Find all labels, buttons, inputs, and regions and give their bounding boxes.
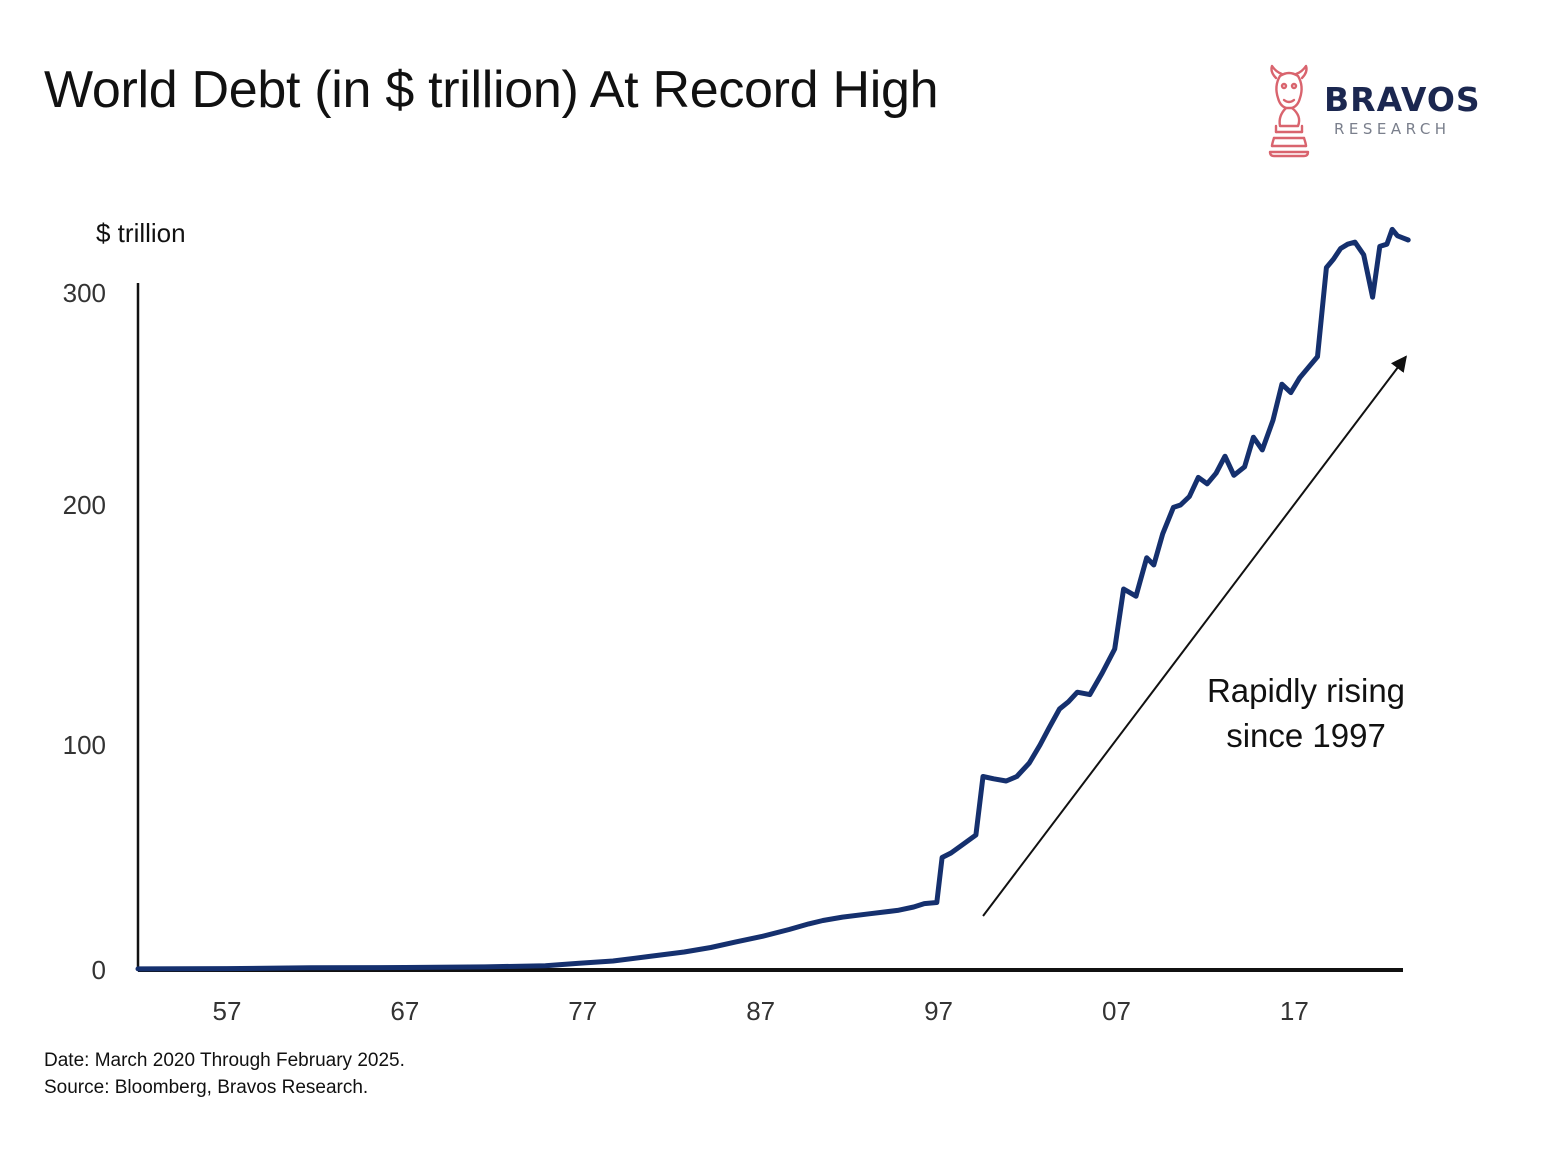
y-tick-label: 100 (63, 730, 106, 760)
trend-arrow (982, 355, 1407, 917)
footnote-date: Date: March 2020 Through February 2025. (44, 1050, 405, 1071)
logo-name: BRAVOS (1324, 80, 1481, 119)
logo-subtitle: RESEARCH (1334, 120, 1451, 138)
x-tick-label: 87 (746, 996, 775, 1026)
world-debt-series-line (135, 226, 1411, 972)
x-axis-ticks: 57 67 77 87 97 07 17 (212, 996, 1308, 1026)
series-group (135, 226, 1411, 972)
y-tick-label: 300 (63, 278, 106, 308)
y-axis-unit-label: $ trillion (96, 218, 186, 248)
x-tick-label: 07 (1102, 996, 1131, 1026)
x-tick-label: 67 (390, 996, 419, 1026)
bull-chess-knight-icon (1268, 64, 1310, 158)
annotation-line-1: Rapidly rising (1207, 672, 1405, 709)
footnote-source: Source: Bloomberg, Bravos Research. (44, 1077, 369, 1098)
x-tick-label: 97 (924, 996, 953, 1026)
y-tick-label: 200 (63, 490, 106, 520)
brand-logo: BRAVOS RESEARCH (1262, 64, 1492, 160)
annotation-line-2: since 1997 (1226, 717, 1386, 754)
y-tick-label: 0 (92, 955, 106, 985)
x-tick-label: 17 (1280, 996, 1309, 1026)
y-axis-ticks: 0 100 200 300 (63, 278, 106, 985)
x-tick-label: 77 (568, 996, 597, 1026)
chart-title: World Debt (in $ trillion) At Record Hig… (44, 61, 939, 119)
x-tick-label: 57 (212, 996, 241, 1026)
